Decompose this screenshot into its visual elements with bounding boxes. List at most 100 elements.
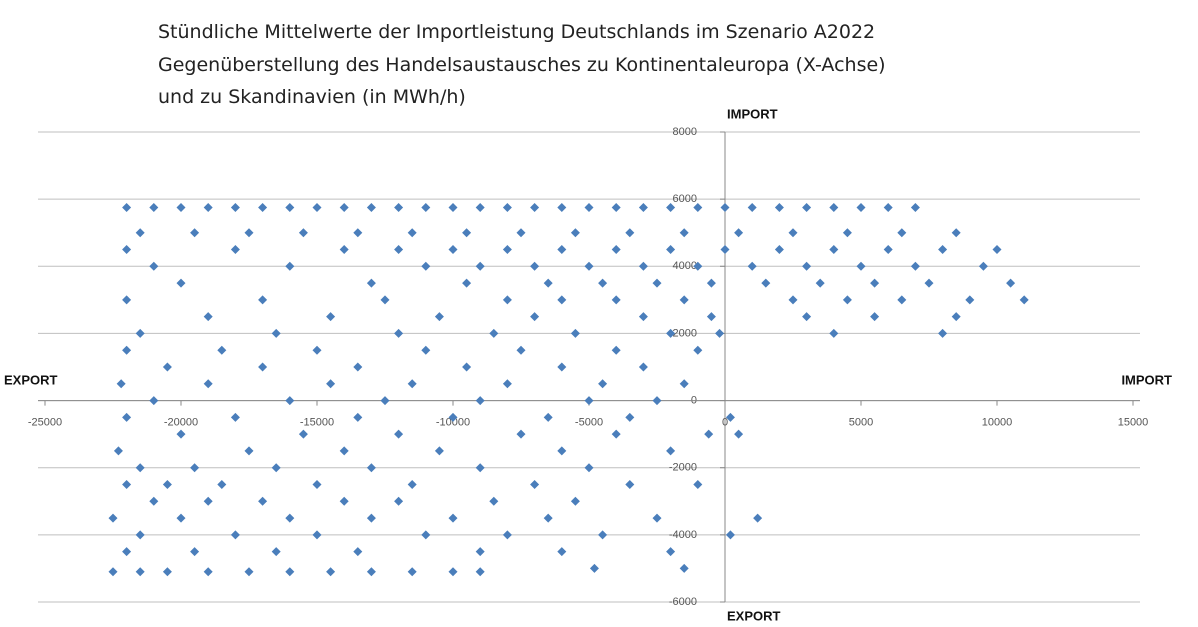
point bbox=[625, 228, 635, 238]
point bbox=[434, 446, 444, 456]
point bbox=[638, 203, 648, 213]
point bbox=[725, 530, 735, 540]
x-tick-label: -20000 bbox=[164, 416, 198, 428]
point bbox=[693, 203, 703, 213]
point bbox=[815, 278, 825, 288]
point bbox=[285, 513, 295, 523]
point bbox=[230, 530, 240, 540]
point bbox=[611, 345, 621, 355]
point bbox=[489, 496, 499, 506]
point bbox=[394, 203, 404, 213]
point bbox=[122, 203, 132, 213]
point bbox=[842, 295, 852, 305]
point bbox=[176, 278, 186, 288]
point bbox=[502, 379, 512, 389]
point bbox=[230, 412, 240, 422]
point bbox=[489, 328, 499, 338]
point bbox=[407, 480, 417, 489]
point bbox=[203, 312, 213, 322]
point bbox=[244, 446, 254, 456]
point bbox=[598, 278, 608, 288]
point bbox=[666, 446, 676, 456]
point bbox=[135, 567, 145, 577]
point bbox=[638, 261, 648, 271]
point bbox=[978, 261, 988, 271]
point bbox=[638, 312, 648, 322]
point bbox=[353, 547, 363, 557]
point bbox=[802, 312, 812, 322]
point bbox=[217, 345, 227, 355]
point bbox=[530, 261, 540, 271]
point bbox=[652, 513, 662, 523]
point bbox=[747, 261, 757, 271]
point bbox=[380, 295, 390, 305]
x-tick-label: 15000 bbox=[1118, 416, 1149, 428]
point bbox=[774, 245, 784, 254]
point bbox=[652, 278, 662, 288]
point bbox=[366, 278, 376, 288]
point bbox=[530, 312, 540, 322]
point bbox=[725, 412, 735, 422]
point bbox=[162, 480, 172, 489]
point bbox=[149, 496, 159, 506]
point bbox=[285, 567, 295, 577]
point bbox=[883, 245, 893, 254]
point bbox=[734, 228, 744, 238]
point bbox=[394, 496, 404, 506]
annotation: EXPORT bbox=[4, 372, 58, 387]
point bbox=[502, 245, 512, 254]
point bbox=[421, 345, 431, 355]
point bbox=[339, 245, 349, 254]
point bbox=[475, 261, 485, 271]
point bbox=[761, 278, 771, 288]
point bbox=[326, 567, 336, 577]
point bbox=[693, 480, 703, 489]
point bbox=[910, 203, 920, 213]
point bbox=[190, 547, 200, 557]
point bbox=[666, 328, 676, 338]
point bbox=[122, 295, 132, 305]
point bbox=[135, 228, 145, 238]
point bbox=[679, 228, 689, 238]
point bbox=[149, 396, 159, 406]
point bbox=[407, 228, 417, 238]
point bbox=[366, 567, 376, 577]
point bbox=[113, 446, 123, 456]
point bbox=[339, 446, 349, 456]
point bbox=[897, 228, 907, 238]
point bbox=[108, 513, 118, 523]
point bbox=[870, 278, 880, 288]
point bbox=[788, 295, 798, 305]
point bbox=[230, 245, 240, 254]
x-tick-label: -10000 bbox=[436, 416, 470, 428]
point bbox=[679, 295, 689, 305]
x-tick-label: -25000 bbox=[28, 416, 62, 428]
point bbox=[516, 345, 526, 355]
point bbox=[116, 379, 126, 389]
chart-title: und zu Skandinavien (in MWh/h) bbox=[158, 86, 466, 108]
y-tick-label: -6000 bbox=[669, 596, 697, 608]
point bbox=[938, 245, 948, 254]
point bbox=[176, 203, 186, 213]
point bbox=[407, 567, 417, 577]
point bbox=[557, 245, 567, 254]
point bbox=[176, 429, 186, 439]
point bbox=[203, 203, 213, 213]
point bbox=[421, 203, 431, 213]
point bbox=[679, 563, 689, 573]
point bbox=[421, 261, 431, 271]
y-tick-label: -4000 bbox=[669, 529, 697, 541]
point bbox=[312, 530, 322, 540]
point bbox=[557, 362, 567, 372]
point bbox=[951, 228, 961, 238]
y-tick-label: -2000 bbox=[669, 462, 697, 474]
point bbox=[135, 530, 145, 540]
point bbox=[394, 429, 404, 439]
point bbox=[217, 480, 227, 489]
point bbox=[190, 228, 200, 238]
point bbox=[448, 567, 458, 577]
point bbox=[122, 345, 132, 355]
point bbox=[285, 203, 295, 213]
point bbox=[244, 228, 254, 238]
